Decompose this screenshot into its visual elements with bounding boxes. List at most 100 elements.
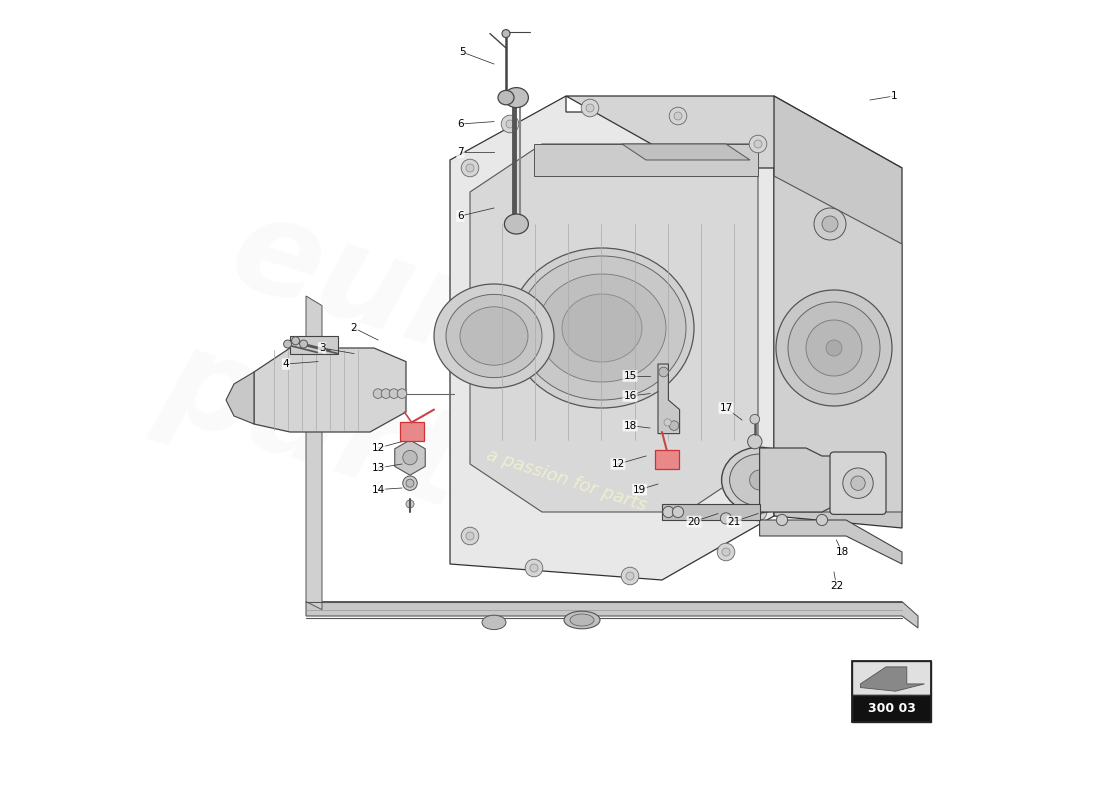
Ellipse shape [729, 454, 790, 506]
Text: 6: 6 [458, 119, 464, 129]
Text: 14: 14 [372, 485, 385, 494]
Ellipse shape [669, 107, 686, 125]
FancyBboxPatch shape [852, 661, 931, 695]
Ellipse shape [284, 340, 292, 348]
Ellipse shape [664, 419, 671, 426]
Text: 2: 2 [351, 323, 358, 333]
Ellipse shape [816, 514, 827, 526]
Ellipse shape [434, 284, 554, 388]
Text: 13: 13 [372, 463, 385, 473]
Polygon shape [621, 144, 750, 160]
Ellipse shape [748, 434, 762, 449]
Text: 6: 6 [458, 211, 464, 221]
Ellipse shape [674, 112, 682, 120]
Text: 4: 4 [283, 359, 289, 369]
Ellipse shape [510, 248, 694, 408]
Ellipse shape [460, 307, 528, 365]
Ellipse shape [749, 470, 770, 490]
Ellipse shape [669, 421, 679, 430]
Ellipse shape [538, 274, 666, 382]
FancyBboxPatch shape [290, 336, 338, 354]
Ellipse shape [389, 389, 399, 398]
FancyBboxPatch shape [399, 422, 424, 441]
Ellipse shape [717, 543, 735, 561]
Ellipse shape [406, 479, 414, 487]
Polygon shape [760, 520, 902, 564]
Text: 17: 17 [719, 403, 733, 413]
Text: 12: 12 [612, 459, 625, 469]
Ellipse shape [581, 99, 598, 117]
Ellipse shape [562, 294, 642, 362]
FancyBboxPatch shape [654, 450, 679, 469]
Text: 3: 3 [319, 343, 326, 353]
Text: 7: 7 [458, 147, 464, 157]
Text: 16: 16 [624, 391, 637, 401]
Ellipse shape [373, 389, 383, 398]
Ellipse shape [518, 256, 686, 400]
Ellipse shape [788, 302, 880, 394]
Polygon shape [658, 364, 680, 434]
Ellipse shape [403, 476, 417, 490]
Ellipse shape [586, 104, 594, 112]
Ellipse shape [461, 527, 478, 545]
FancyBboxPatch shape [852, 695, 931, 722]
Ellipse shape [461, 159, 478, 177]
Polygon shape [774, 176, 902, 512]
FancyBboxPatch shape [830, 452, 886, 514]
Ellipse shape [659, 367, 669, 377]
Ellipse shape [482, 615, 506, 630]
Text: 18: 18 [835, 547, 848, 557]
Ellipse shape [506, 120, 514, 128]
Polygon shape [254, 348, 406, 432]
Ellipse shape [299, 340, 308, 348]
Ellipse shape [850, 476, 866, 490]
Polygon shape [566, 96, 902, 168]
Ellipse shape [663, 506, 674, 518]
Text: 12: 12 [372, 443, 385, 453]
Ellipse shape [720, 513, 732, 524]
Polygon shape [534, 144, 758, 176]
Polygon shape [450, 96, 774, 580]
Polygon shape [395, 440, 426, 475]
Ellipse shape [502, 115, 519, 133]
Ellipse shape [749, 503, 767, 521]
Ellipse shape [749, 135, 767, 153]
Ellipse shape [826, 340, 842, 356]
Ellipse shape [397, 389, 407, 398]
Ellipse shape [822, 216, 838, 232]
Ellipse shape [776, 290, 892, 406]
Text: 15: 15 [624, 371, 637, 381]
Text: 22: 22 [829, 581, 843, 590]
Ellipse shape [292, 337, 299, 345]
Ellipse shape [754, 140, 762, 148]
Ellipse shape [382, 389, 390, 398]
Text: a passion for parts: a passion for parts [484, 446, 649, 514]
Text: 20: 20 [688, 517, 701, 526]
Text: 21: 21 [727, 517, 740, 526]
Text: 18: 18 [624, 421, 637, 430]
Ellipse shape [502, 30, 510, 38]
Ellipse shape [777, 514, 788, 526]
Ellipse shape [672, 506, 683, 518]
Ellipse shape [498, 90, 514, 105]
Ellipse shape [722, 548, 730, 556]
Ellipse shape [505, 214, 528, 234]
Ellipse shape [466, 164, 474, 172]
Text: 300 03: 300 03 [868, 702, 915, 714]
Ellipse shape [570, 614, 594, 626]
Ellipse shape [564, 611, 600, 629]
Ellipse shape [505, 88, 528, 108]
Ellipse shape [806, 320, 862, 376]
Ellipse shape [843, 468, 873, 498]
Ellipse shape [446, 294, 542, 378]
Ellipse shape [750, 414, 760, 424]
Ellipse shape [814, 208, 846, 240]
Polygon shape [860, 667, 924, 691]
Ellipse shape [722, 447, 798, 513]
Text: 1: 1 [891, 91, 898, 101]
Ellipse shape [621, 567, 639, 585]
Polygon shape [774, 96, 902, 528]
Ellipse shape [530, 564, 538, 572]
Ellipse shape [466, 532, 474, 540]
Polygon shape [306, 296, 322, 610]
